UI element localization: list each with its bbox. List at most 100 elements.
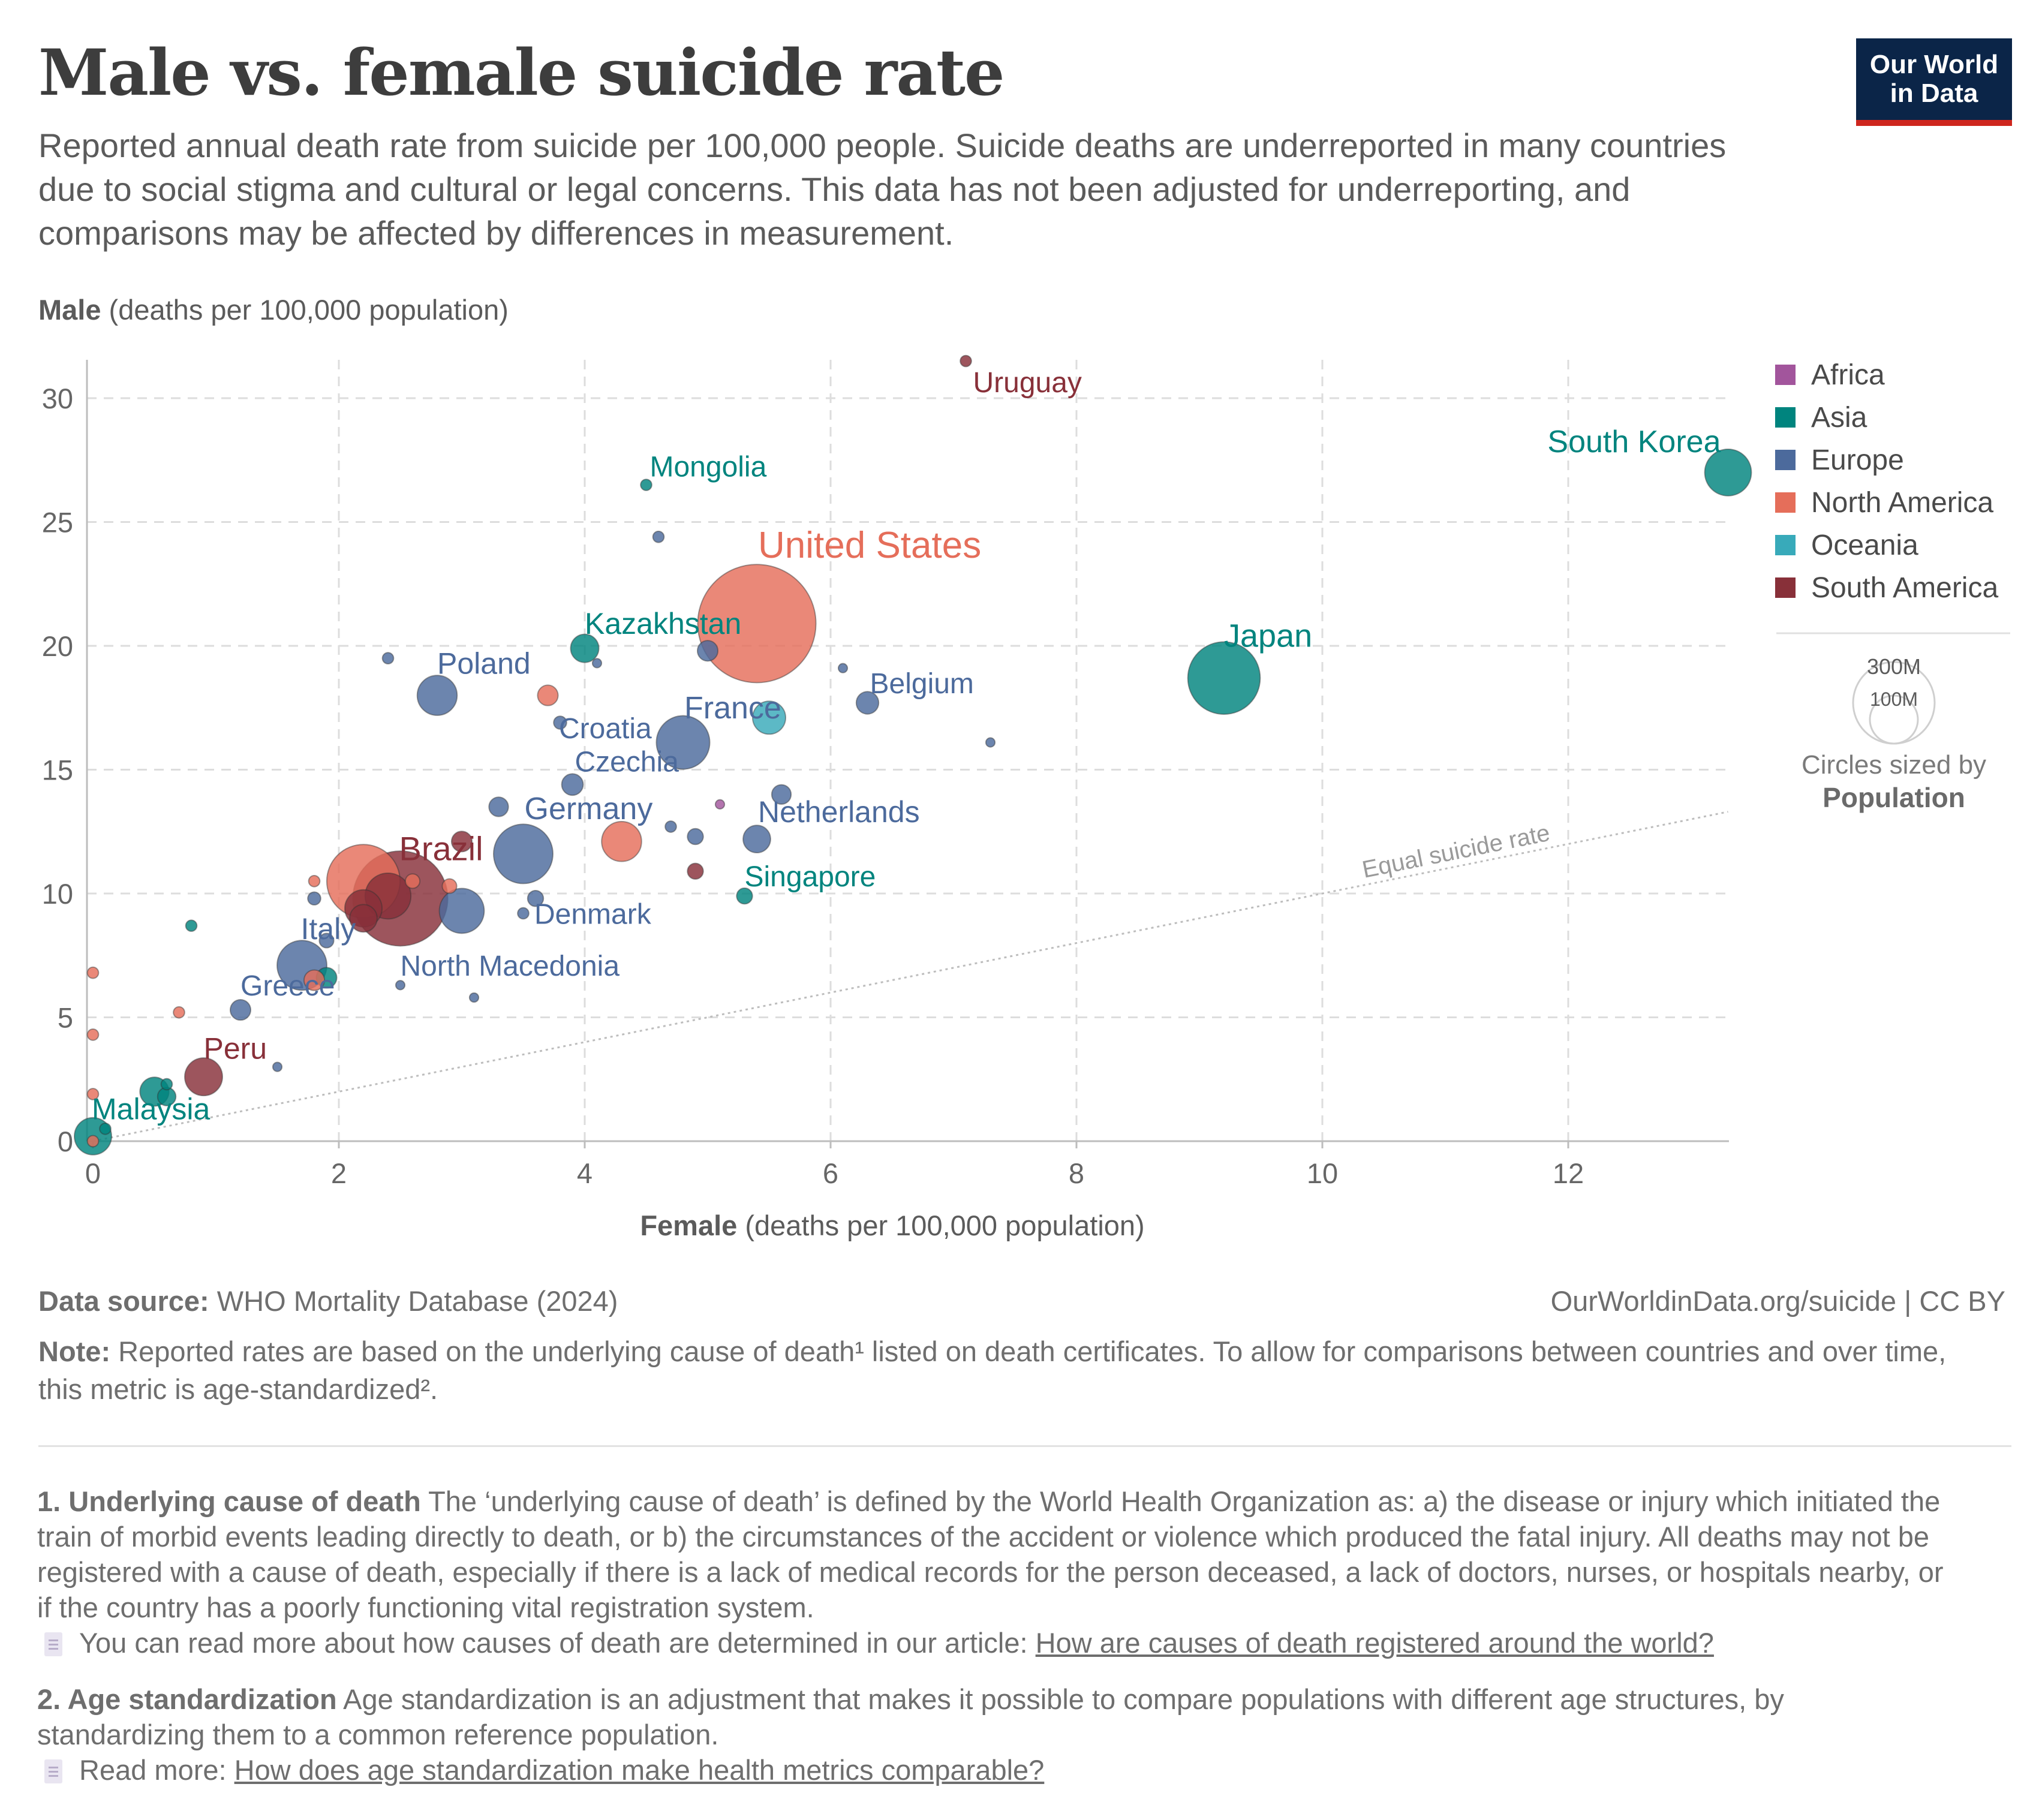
point-label: United States [758,525,981,566]
data-point [771,784,792,805]
equal-rate-dotted-line [92,811,1728,1142]
footnote-2-link-row: Read more: How does age standardization … [37,1752,1956,1788]
x-tick-label: 2 [331,1157,347,1189]
data-point [1704,448,1752,497]
data-point [714,799,726,810]
data-point [272,1061,283,1072]
y-tick-label: 0 [58,1126,73,1157]
data-point [349,904,378,933]
x-tick-label: 6 [823,1157,838,1189]
data-point [450,831,473,853]
y-tick-label: 30 [42,383,73,414]
y-tick-label: 5 [58,1002,73,1034]
logo-accent-bar [1856,120,2012,126]
grid-lines [87,360,1729,1141]
footnote-1: 1. Underlying cause of death The ‘underl… [37,1484,1956,1660]
data-point [86,966,100,979]
data-points [73,354,1752,1156]
data-source-text: WHO Mortality Database (2024) [209,1285,618,1317]
point-label: Czechia [575,746,679,778]
data-point [303,969,326,991]
data-point [696,640,719,662]
data-point [960,354,972,368]
chart-note: Note: Reported rates are based on the un… [38,1332,1987,1408]
data-point [985,737,996,748]
footnote-2: 2. Age standardization Age standardizati… [37,1681,1956,1788]
chart-subtitle: Reported annual death rate from suicide … [38,127,1727,252]
data-point [318,932,335,949]
legend-label: Asia [1811,402,1867,434]
data-point [416,675,458,716]
point-label: Denmark [534,898,652,930]
footnote-1-link-prefix: You can read more about how causes of de… [79,1627,1036,1659]
point-label: Malaysia [92,1093,210,1126]
data-point [652,530,665,543]
data-point [751,700,787,735]
legend-swatch [1775,492,1796,513]
point-label: Belgium [870,668,974,700]
legend-swatch [1775,577,1796,598]
document-icon [44,1759,62,1783]
data-point [527,890,545,907]
data-point [488,796,509,817]
y-tick-label: 15 [42,754,73,786]
axes: 0 5 10 15 20 25 30 0 2 4 6 8 10 12 Male (deaths per 10… [38,294,1729,1241]
data-point [687,828,704,846]
data-point [493,823,554,885]
footnote-2-link[interactable]: How does age standardization make health… [234,1754,1045,1786]
data-source-label: Data source: [38,1285,209,1317]
data-point [468,992,480,1003]
legend-swatch [1775,365,1796,385]
data-source: Data source: WHO Mortality Database (202… [38,1284,618,1317]
data-point [86,1088,100,1100]
y-tick-label: 20 [42,630,73,662]
scatter-chart: 0 5 10 15 20 25 30 0 2 4 6 8 10 12 Male (deaths per 10… [38,294,2010,1241]
data-point [855,691,880,715]
point-label: Netherlands [758,795,920,829]
data-point [570,633,600,663]
footnote-1-link[interactable]: How are causes of death registered aroun… [1035,1627,1714,1659]
point-label: Kazakhstan [585,607,741,640]
point-label: Uruguay [973,367,1082,399]
x-tick-label: 12 [1553,1157,1584,1189]
data-point [86,1028,100,1041]
size-legend-caption-bold: Population [1823,782,1965,813]
data-point [381,652,395,665]
source-url[interactable]: OurWorldinData.org/suicide | CC BY [1550,1285,2005,1317]
legend: Africa Asia Europe North America Oceania Sout… [1775,359,1998,604]
x-tick-label: 0 [85,1157,101,1189]
size-legend-caption: Circles sized by [1802,750,1986,780]
data-point [86,1135,100,1148]
data-point [517,907,530,920]
data-point [591,658,603,669]
point-label: Mongolia [650,452,767,483]
footnote-2-link-prefix: Read more: [79,1754,234,1786]
footnote-2-title: 2. Age standardization [37,1683,337,1715]
data-point [173,1006,185,1019]
data-point [837,663,849,673]
size-legend-small-label: 100M [1870,688,1918,710]
data-point [160,1078,173,1091]
footnote-divider [38,1445,2011,1447]
point-label: Japan [1224,618,1312,654]
data-point [697,564,817,684]
data-point [307,891,321,906]
data-point [742,825,771,854]
legend-swatch [1775,450,1796,470]
data-point [229,999,252,1021]
data-point [1187,641,1261,715]
point-label: Greece [240,970,335,1002]
footnote-1-title: 1. Underlying cause of death [37,1485,421,1517]
data-point [438,888,485,934]
owid-logo[interactable]: Our World in Data [1856,38,2012,126]
legend-label: South America [1811,572,1998,604]
legend-swatch [1775,407,1796,428]
legend-label: Africa [1811,359,1885,391]
x-tick-label: 10 [1307,1157,1338,1189]
point-label: Brazil [399,829,483,867]
data-point [404,873,421,889]
point-label: South Korea [1547,425,1721,459]
equal-rate-label: Equal suicide rate [1360,820,1552,883]
data-point [184,1057,223,1097]
